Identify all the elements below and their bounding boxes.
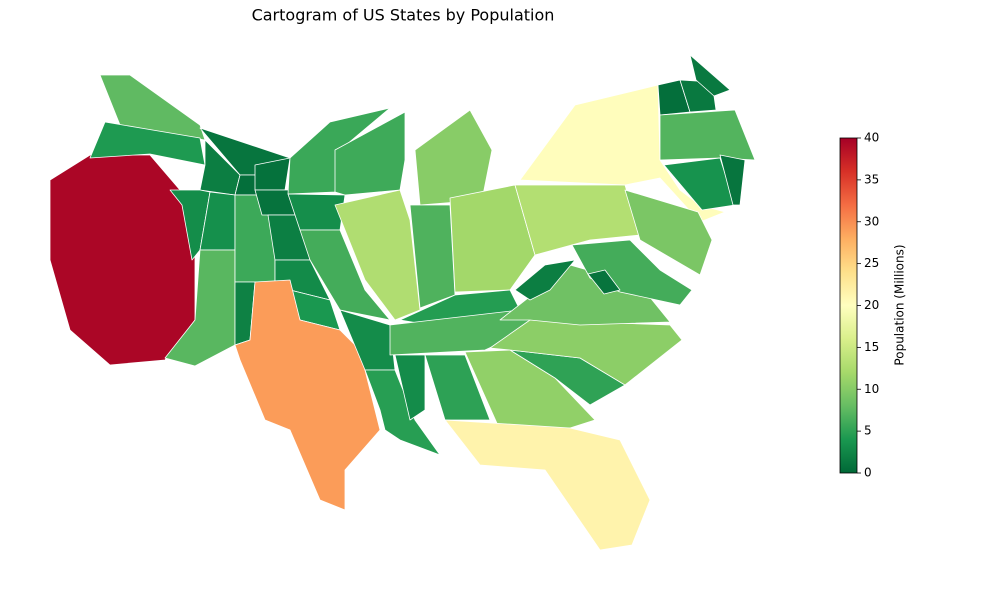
state — [299, 229, 391, 321]
colorbar-tick-label: 35 — [864, 172, 879, 186]
state — [89, 121, 206, 166]
colorbar-tick-label: 40 — [864, 131, 879, 145]
state — [659, 109, 756, 161]
state — [414, 109, 493, 206]
colorbar-tick-label: 0 — [864, 466, 872, 480]
state — [624, 189, 713, 276]
colorbar-label: Population (Millions) — [893, 244, 907, 365]
colorbar — [839, 137, 858, 474]
state — [334, 189, 421, 321]
colorbar-tick-label: 5 — [864, 424, 872, 438]
colorbar-tick-label: 20 — [864, 298, 879, 312]
chart-title: Cartogram of US States by Population — [252, 6, 555, 25]
state — [514, 184, 641, 256]
state — [587, 269, 621, 295]
state — [444, 419, 651, 551]
state — [364, 369, 441, 456]
state — [719, 154, 746, 206]
state — [99, 74, 206, 141]
colorbar-tick-label: 10 — [864, 382, 879, 396]
state — [424, 354, 491, 421]
colorbar-tick-label: 25 — [864, 256, 879, 270]
colorbar-tick-label: 30 — [864, 214, 879, 228]
state — [49, 154, 196, 366]
map — [49, 54, 756, 551]
state — [449, 184, 536, 293]
state — [689, 54, 731, 97]
state — [394, 354, 426, 421]
colorbar-tick-label: 15 — [864, 340, 879, 354]
state — [234, 279, 381, 511]
state — [514, 259, 576, 301]
